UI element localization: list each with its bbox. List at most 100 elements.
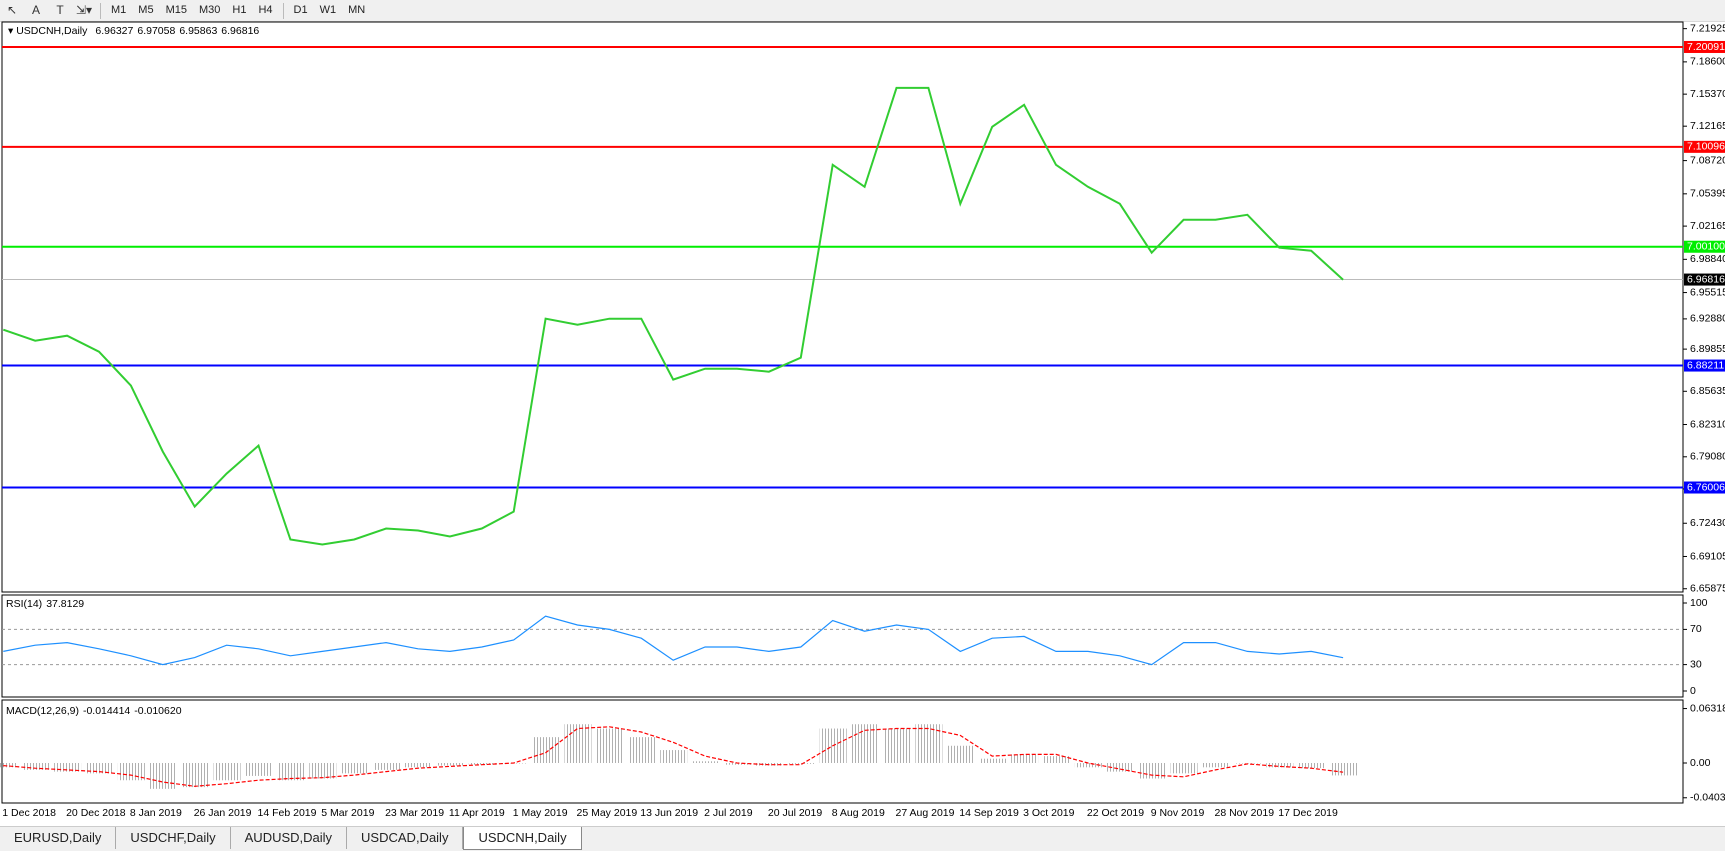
tab-bar: EURUSD,Daily USDCHF,Daily AUDUSD,Daily USDC… [0,826,1725,851]
histogram-bar [1106,763,1134,772]
chart-tab[interactable]: USDCHF,Daily [116,827,231,849]
readout: 37.8129 [46,598,84,610]
arrows-tool[interactable]: ⇲▾ [75,2,93,17]
ohlc-value: 6.96327 [95,25,133,37]
y-tick-label: 7.21925 [1690,22,1725,34]
series-line [2,86,1344,546]
timeframe-button[interactable]: M1 [111,3,127,16]
indicator-name: MACD(12,26,9) [6,705,79,717]
x-tick-label: 17 Dec 2019 [1278,807,1338,819]
y-tick-label: 6.69105 [1690,550,1725,562]
histogram-bar [947,745,975,764]
timeframe-button[interactable]: W1 [319,3,337,16]
histogram-bar [1266,763,1294,768]
histogram-bar [979,758,1007,764]
y-tick-label: 0 [1690,685,1696,697]
rsi-panel [1,594,1684,698]
timeframe-button[interactable]: H4 [258,3,273,16]
histogram-bar [596,728,624,764]
histogram-bar [181,763,209,788]
separator [100,2,101,19]
histogram-bar [1202,763,1230,768]
y-tick-label: 6.82310 [1690,418,1725,430]
y-tick-label: -0.040355 [1690,792,1725,804]
histogram-bar [373,763,401,770]
chart: 7.21925 7.18600 7.15370 7.12165 7.08720 7.053… [0,21,1725,819]
separator [282,2,284,19]
cursor-icon[interactable]: ↖ [6,2,18,17]
timeframe-button[interactable]: M30 [198,3,221,16]
y-tick-label: 6.65875 [1690,583,1725,595]
x-tick-label: 8 Jan 2019 [130,807,182,819]
histogram-bar [628,737,656,764]
chart-tab[interactable]: USDCAD,Daily [347,827,464,849]
y-tick-label: 7.18600 [1690,56,1725,68]
x-tick-label: 28 Nov 2019 [1215,807,1275,819]
x-tick-label: 9 Nov 2019 [1151,807,1205,819]
price-tag-label: 6.88211 [1687,359,1724,371]
ohlc-value: 6.97058 [137,25,175,37]
x-tick-label: 27 Aug 2019 [896,807,955,819]
price-tag-label: 7.20091 [1687,41,1725,53]
readout: -0.014414 [83,705,130,717]
histogram-bar [1043,756,1070,764]
signal-line [3,726,1344,787]
macd-panel [1,699,1684,804]
symbol: USDCNH,Daily [16,25,88,37]
y-tick-label: 7.15370 [1690,88,1725,100]
chart-tab[interactable]: EURUSD,Daily [0,827,117,849]
y-tick-label: 6.85635 [1690,385,1725,397]
histogram-bar [0,763,18,768]
histogram-bar [149,763,177,789]
price-tag [1684,273,1725,286]
histogram-bar [117,763,145,781]
timeframe-button[interactable]: M15 [165,3,187,16]
histogram-bar [1298,763,1326,769]
chart-tab[interactable]: AUDUSD,Daily [231,827,348,849]
histogram-bar [564,724,592,764]
price-tag [1684,140,1725,153]
timeframe-button[interactable]: M5 [138,3,154,16]
x-tick-label: 13 Jun 2019 [640,807,698,819]
histogram-bar [532,737,560,764]
histogram-bar [883,728,911,764]
x-tick-label: 1 Dec 2018 [2,807,56,819]
histogram-bar [660,750,688,764]
x-tick-label: 26 Jan 2019 [194,807,252,819]
histogram-bar [1011,754,1039,764]
y-tick-label: 7.02165 [1690,220,1725,232]
panel-header: RSI(14) 37.8129 [6,598,84,610]
main-panel [1,21,1684,593]
chart-tab[interactable]: USDCNH,Daily [463,827,582,850]
x-tick-label: 20 Jul 2019 [768,807,822,819]
price-tag-label: 7.10096 [1687,141,1725,153]
histogram-bar [1234,763,1262,764]
histogram-bar [1330,763,1358,776]
indicator-name: RSI(14) [6,598,42,610]
y-tick-label: 0.00 [1690,757,1711,769]
y-tick-label: 6.89855 [1690,343,1725,355]
histogram-bar [309,763,337,779]
panel-header: MACD(12,26,9) -0.014414 -0.010620 [6,705,182,717]
x-tick-label: 14 Sep 2019 [959,807,1019,819]
x-tick-label: 8 Aug 2019 [832,807,885,819]
histogram-bar [787,763,815,764]
timeframe-button[interactable]: D1 [293,3,308,16]
x-tick-label: 2 Jul 2019 [704,807,753,819]
panel-header: ▾ USDCNH,Daily 6.96327 6.97058 6.95863 6.968… [8,25,259,37]
y-tick-label: 100 [1690,597,1708,609]
histogram-bar [1074,763,1102,768]
label-tool[interactable]: T [56,2,64,17]
histogram-bar [245,763,273,776]
histogram-bar [213,763,241,781]
text-tool[interactable]: A [31,2,40,17]
y-tick-label: 6.79080 [1690,451,1725,463]
x-tick-label: 20 Dec 2018 [66,807,126,819]
y-tick-label: 7.12165 [1690,120,1725,132]
histogram-bar [277,763,305,781]
histogram-bar [1170,763,1198,774]
histogram-bar [405,763,432,768]
timeframe-button[interactable]: MN [348,3,366,16]
timeframe-button[interactable]: H1 [232,3,247,16]
